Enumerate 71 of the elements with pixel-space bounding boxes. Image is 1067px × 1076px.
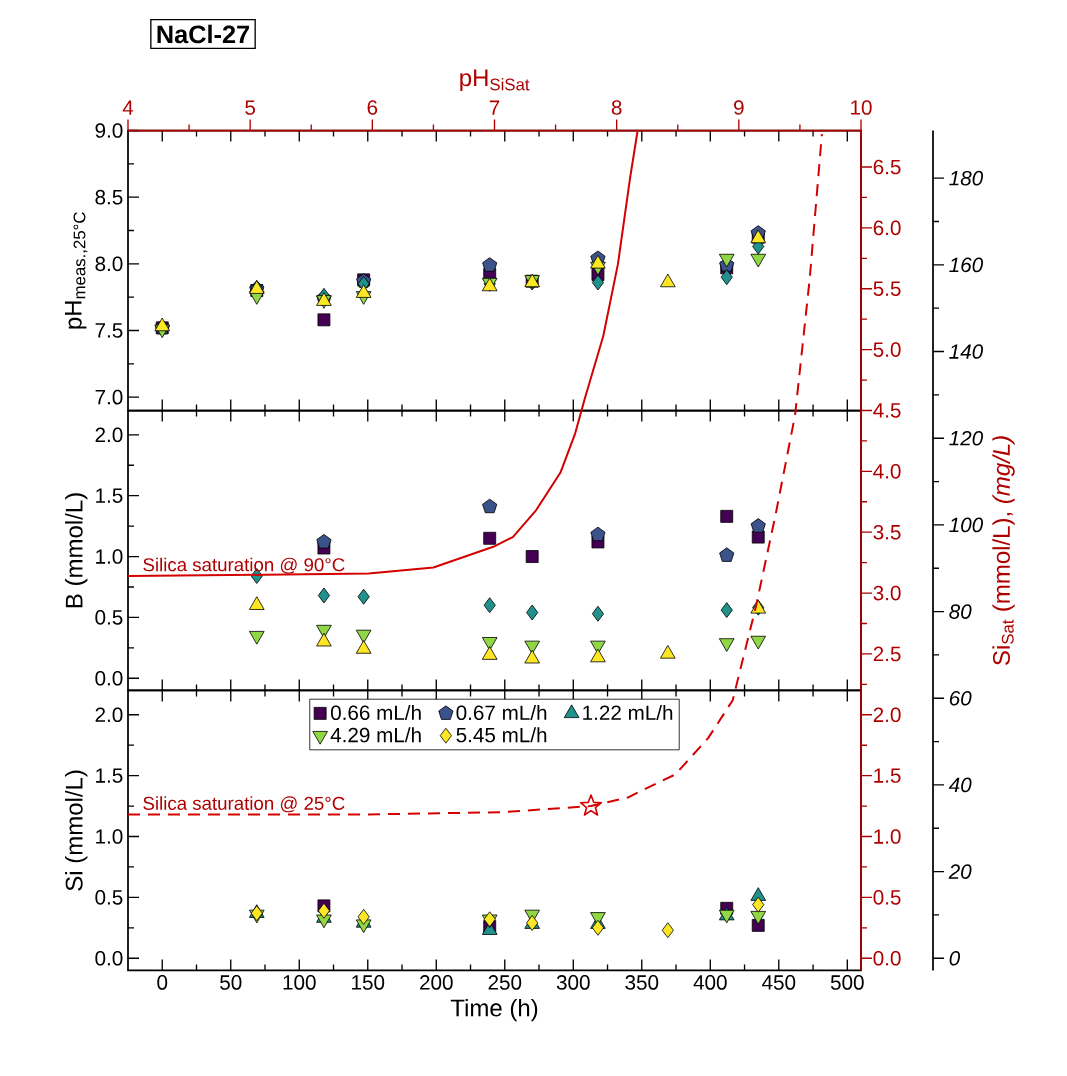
y-tick-label: 6.5	[873, 159, 901, 175]
y2-tick-label: 120	[949, 430, 984, 446]
y-tick-label: 0.5	[95, 890, 123, 905]
x-tick-label: 400	[693, 975, 727, 990]
y2-tick-label: 160	[949, 257, 984, 273]
legend-label: 5.45 mL/h	[456, 727, 547, 743]
y-tick-label: 4.0	[873, 464, 901, 479]
x-tick-label: 0	[157, 975, 168, 990]
y2-tick-label: 20	[948, 864, 972, 879]
chart-title: NaCl-27	[157, 24, 250, 44]
y2-tick-label: 40	[948, 777, 972, 793]
y-tick-label: 0.5	[873, 890, 901, 905]
y-axis-title: Si (mmol/L)	[65, 770, 88, 891]
y-tick-label: 2.0	[873, 707, 901, 723]
y-tick-label: 8.0	[95, 256, 123, 272]
x-tick-label: 7	[489, 100, 500, 115]
legend-label: 0.66 mL/h	[330, 704, 421, 721]
y2-tick-label: 140	[949, 344, 984, 359]
y-tick-label: 1.0	[874, 829, 901, 844]
x-tick-label: 350	[625, 975, 659, 990]
y-tick-label: 1.5	[96, 488, 123, 503]
x-tick-label: 6	[367, 100, 378, 115]
y-tick-label: 8.5	[95, 189, 123, 205]
legend-label: 0.67 mL/h	[456, 704, 547, 721]
y-tick-label: 0.5	[95, 610, 123, 625]
y-tick-label: 1.5	[96, 768, 123, 783]
x-axis-title: pH$_{SiSat}$	[460, 69, 530, 92]
y2-tick-label: 0	[949, 950, 961, 966]
y-tick-label: 0.0	[873, 950, 901, 966]
y-tick-label: 2.5	[873, 646, 901, 662]
x-tick-label: 8	[611, 100, 622, 115]
legend-label: 1.22 mL/h	[583, 704, 673, 721]
y-tick-label: 1.5	[874, 768, 901, 783]
y-axis-title: B (mmol/L)	[65, 493, 88, 608]
y-tick-label: 4.5	[873, 403, 901, 418]
y-tick-label: 1.0	[96, 549, 123, 564]
y2-axis-title: Si$_{Sat}$ (mmol/L), (mg/L)	[992, 436, 1015, 665]
y-tick-label: 3.0	[873, 585, 901, 601]
y-tick-label: 2.0	[95, 707, 123, 723]
x-tick-label: 50	[220, 975, 242, 990]
x-tick-label: 300	[556, 975, 590, 990]
y2-tick-label: 100	[949, 517, 984, 533]
y-axis-title: pH$_{meas.,25°C}$	[64, 212, 88, 329]
annotation: Silica saturation @ 90°C	[143, 557, 345, 574]
y2-tick-label: 80	[949, 604, 972, 619]
x-tick-label: 100	[283, 975, 316, 990]
x-tick-label: 10	[851, 100, 872, 115]
x-tick-label: 5	[245, 100, 256, 115]
x-axis-title: Time (h)	[450, 998, 538, 1022]
y-tick-label: 1.0	[96, 829, 123, 844]
y-tick-label: 6.0	[873, 220, 901, 236]
y-tick-label: 0.0	[95, 670, 123, 686]
legend-label: 4.29 mL/h	[330, 727, 421, 743]
y-tick-label: 5.0	[873, 342, 901, 357]
y-tick-label: 7.5	[95, 323, 123, 338]
y-tick-label: 2.0	[95, 427, 123, 443]
y-tick-label: 0.0	[95, 950, 123, 966]
x-tick-label: 9	[734, 100, 744, 115]
x-tick-label: 150	[352, 975, 385, 990]
x-tick-label: 450	[762, 975, 796, 990]
y-tick-label: 3.5	[873, 524, 901, 540]
x-tick-label: 200	[420, 975, 453, 990]
annotation: Silica saturation @ 25°C	[143, 796, 345, 813]
y-tick-label: 9.0	[95, 123, 123, 138]
x-tick-label: 4	[122, 100, 134, 115]
y-tick-label: 5.5	[873, 281, 901, 296]
x-tick-label: 250	[488, 975, 522, 990]
y2-tick-label: 180	[949, 170, 984, 186]
y-tick-label: 7.0	[95, 389, 123, 405]
y2-tick-label: 60	[949, 690, 972, 706]
x-tick-label: 500	[830, 975, 864, 990]
